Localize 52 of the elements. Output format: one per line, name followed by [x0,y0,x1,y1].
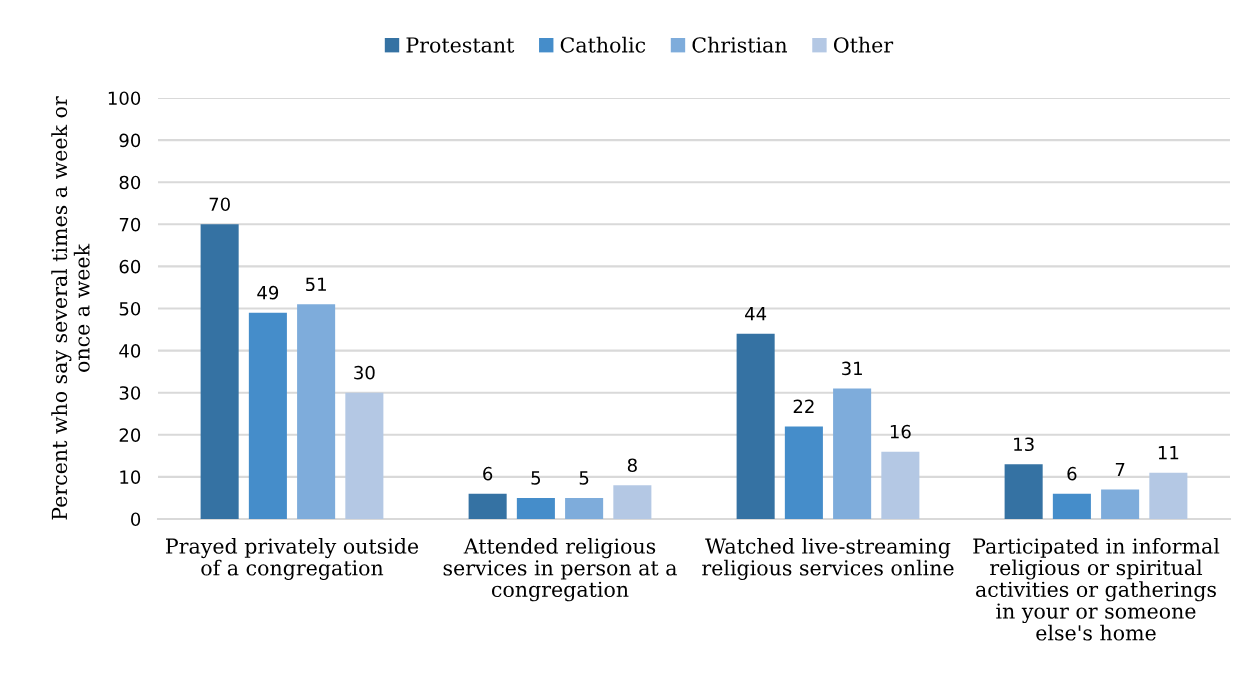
data-label: 8 [627,458,637,473]
data-label: 16 [890,424,911,439]
data-label: 44 [745,307,767,321]
y-tick-label: 90 [119,133,141,148]
y-tick-label: 30 [119,386,141,400]
data-label: 11 [1158,446,1179,460]
data-label: 30 [354,365,375,380]
bar [1101,489,1140,519]
bar [200,224,239,519]
bar [833,388,872,519]
bar [297,304,336,519]
data-label: 5 [579,471,589,485]
bar [565,497,604,519]
data-label: 49 [257,285,279,300]
bar [1149,472,1188,519]
bar [248,312,287,519]
bar [1052,493,1091,519]
bar [881,451,920,519]
bar [613,485,652,519]
bar [345,392,384,519]
data-label: 51 [306,277,326,292]
legend-label: Other [833,36,894,53]
bar [784,426,823,519]
y-tick-label: 60 [119,259,141,274]
y-tick-label: 20 [119,428,141,442]
x-tick-label: Attended religious services in person at a congregation [443,537,677,602]
data-label: 6 [1067,466,1077,481]
y-axis-title: Percent who say several times a week or once a week [51,96,90,520]
data-label: 31 [842,361,862,376]
data-label: 22 [793,399,814,413]
x-tick-label: Prayed privately outside of a congregation [165,537,419,580]
bar [516,497,555,519]
legend-label: Protestant [406,37,515,53]
y-tick-label: 0 [131,512,141,527]
y-tick-label: 40 [119,344,141,358]
data-label: 5 [531,471,541,485]
y-tick-label: 50 [119,301,141,316]
y-tick-label: 10 [120,470,141,485]
data-label: 13 [1014,437,1034,452]
bar [468,493,507,519]
legend-label: Christian [692,36,788,53]
data-label: 6 [483,466,493,481]
data-label: 7 [1115,462,1125,477]
legend-label: Catholic [560,36,646,53]
x-tick-label: Participated in informal religious or spiritual activities or gatherings in your or someone else's home [973,537,1220,641]
bar [736,333,775,519]
x-tick-label: Watched live-streaming religious services online [702,537,954,580]
y-tick-label: 80 [119,175,141,190]
y-tick-label: 100 [108,91,141,106]
y-tick-label: 70 [119,217,141,232]
data-label: 70 [209,197,230,212]
bar [1004,464,1043,519]
